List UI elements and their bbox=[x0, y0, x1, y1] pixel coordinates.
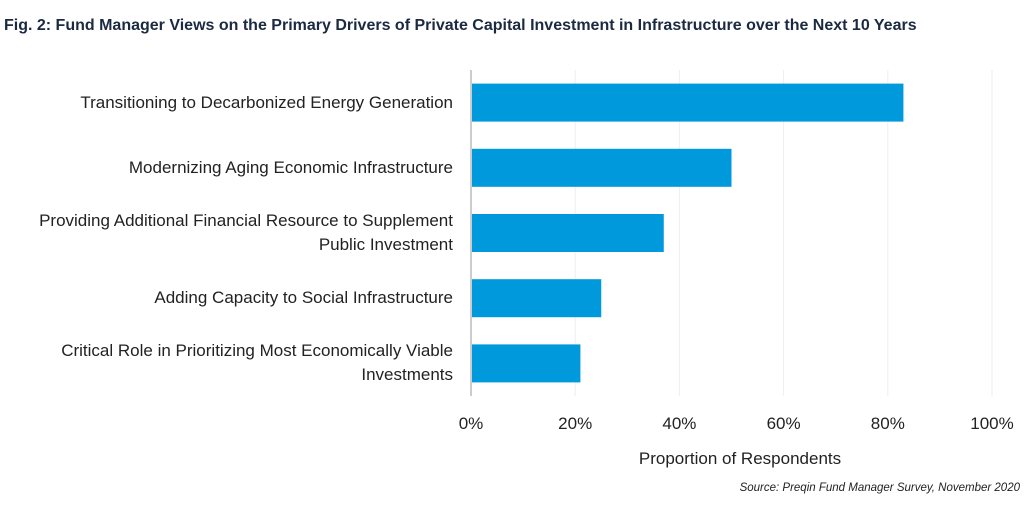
x-tick-label: 100% bbox=[970, 414, 1014, 433]
bar bbox=[472, 148, 732, 187]
category-label-line: Adding Capacity to Social Infrastructure bbox=[154, 288, 453, 308]
category-label-line: Critical Role in Prioritizing Most Econo… bbox=[61, 341, 453, 361]
category-label-line: Transitioning to Decarbonized Energy Gen… bbox=[80, 92, 453, 112]
chart-title: Fig. 2: Fund Manager Views on the Primar… bbox=[4, 17, 917, 34]
category-label: Adding Capacity to Social Infrastructure bbox=[0, 286, 453, 310]
x-tick-label: 40% bbox=[662, 414, 697, 433]
category-label-line: Modernizing Aging Economic Infrastructur… bbox=[128, 157, 453, 177]
category-label-line: Investments bbox=[361, 365, 453, 385]
category-label-line: Public Investment bbox=[318, 235, 453, 254]
bar bbox=[472, 214, 664, 252]
bar bbox=[472, 279, 602, 318]
bar bbox=[472, 344, 581, 383]
category-label: Providing Additional Financial Resource … bbox=[0, 209, 453, 257]
source-note: Source: Preqin Fund Manager Survey, Nove… bbox=[739, 482, 1020, 494]
bar bbox=[472, 83, 904, 122]
bars bbox=[472, 83, 904, 383]
category-label: Modernizing Aging Economic Infrastructur… bbox=[0, 156, 453, 180]
x-tick-label: 80% bbox=[870, 414, 905, 433]
x-axis-label: Proportion of Respondents bbox=[638, 449, 842, 468]
category-label-line: Providing Additional Financial Resource … bbox=[39, 211, 453, 230]
category-label: Transitioning to Decarbonized Energy Gen… bbox=[0, 91, 453, 115]
x-tick-label: 20% bbox=[558, 414, 593, 433]
x-tick-label: 60% bbox=[766, 414, 801, 433]
x-tick-label: 0% bbox=[458, 414, 484, 433]
category-label: Critical Role in Prioritizing Most Econo… bbox=[0, 339, 453, 387]
